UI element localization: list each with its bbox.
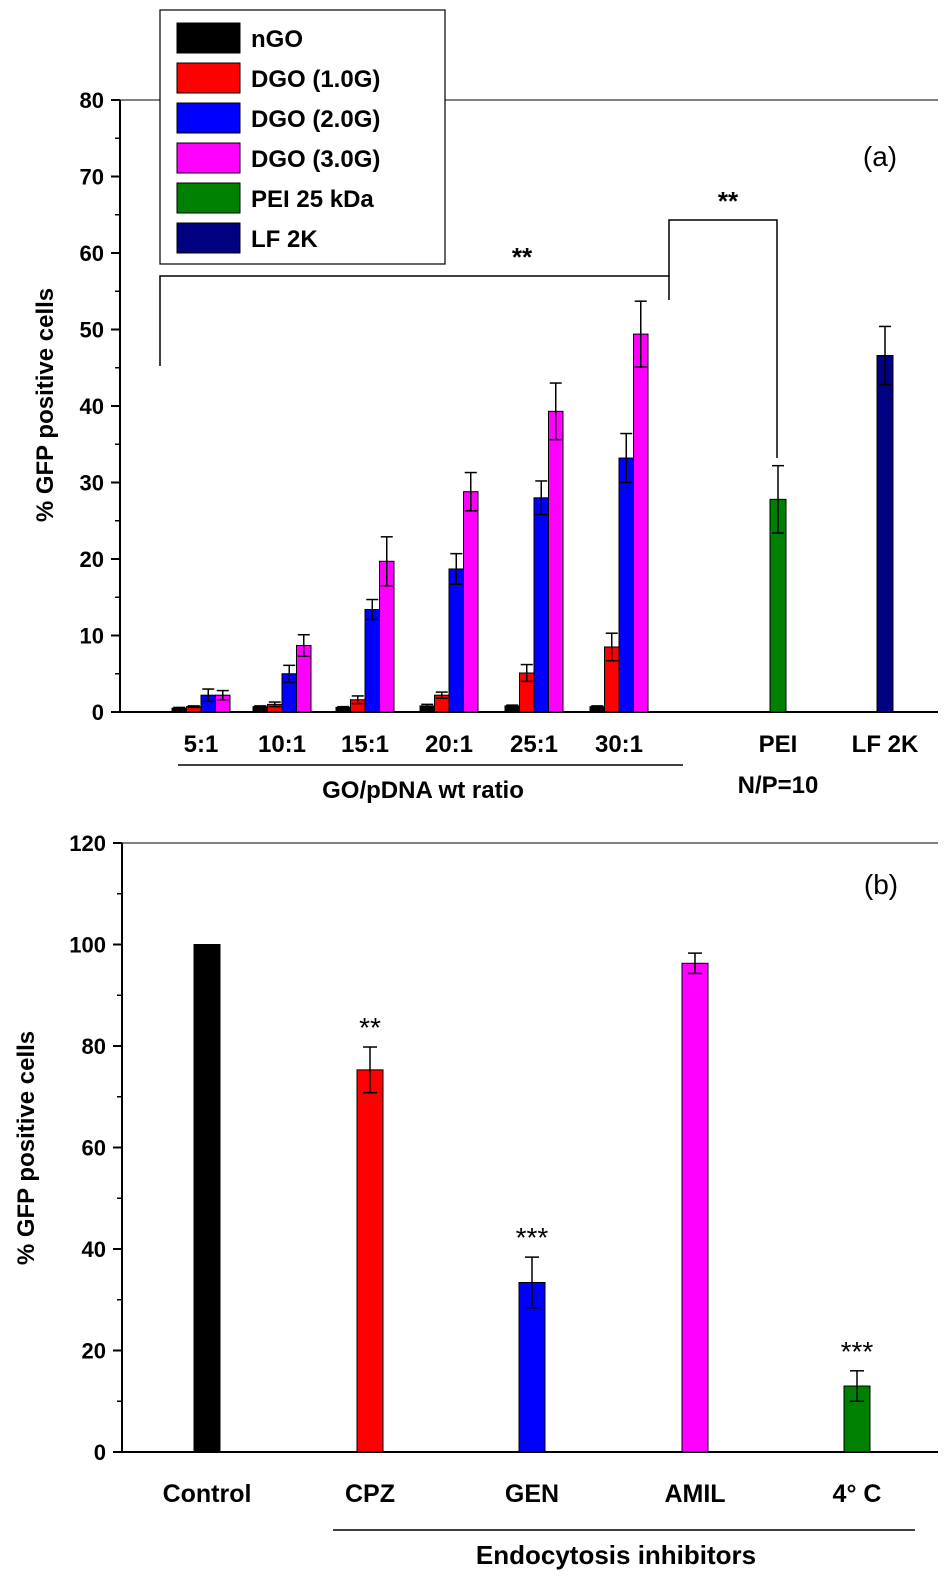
panel-a-bars <box>171 300 894 713</box>
legend-label: DGO (1.0G) <box>251 66 380 93</box>
y-tick-label: 30 <box>80 471 104 496</box>
y-tick-label: 0 <box>94 1440 106 1465</box>
y-tick-label: 60 <box>80 241 104 266</box>
bar <box>681 962 709 1453</box>
y-tick-label: 70 <box>80 165 104 190</box>
legend-swatch <box>176 182 241 214</box>
panel-b-group-axis-label: Endocytosis inhibitors <box>476 1540 756 1570</box>
panel-b-y-ticks: 0 20 40 60 80 100 120 <box>69 831 122 1465</box>
panel-a-y-ticks: 0 10 20 30 40 50 60 70 80 <box>80 88 120 725</box>
bar <box>533 497 549 713</box>
y-tick-label: 20 <box>82 1339 106 1364</box>
significance-marker: ** <box>359 1012 381 1043</box>
x-tick-label: LF 2K <box>852 731 919 758</box>
y-tick-label: 120 <box>69 831 106 856</box>
legend-items: nGO DGO (1.0G) DGO (2.0G) DGO (3.0G) PEI 25 … <box>176 22 380 254</box>
panel-a-significance-1: ** <box>512 242 533 272</box>
y-tick-label: 0 <box>92 700 104 725</box>
panel-a-x-labels: 5:1 10:1 15:1 20:1 25:1 30:1 PEI N/P=10 LF 2K <box>184 731 919 799</box>
y-tick-label: 40 <box>80 394 104 419</box>
panel-a-label: (a) <box>863 141 897 172</box>
legend-label: PEI 25 kDa <box>251 186 374 213</box>
bar <box>356 1069 384 1453</box>
legend-swatch <box>176 102 241 134</box>
y-tick-label: 50 <box>80 318 104 343</box>
legend-label: nGO <box>251 26 303 53</box>
panel-a-significance-bracket-1: ** <box>159 242 670 366</box>
bar <box>463 491 479 713</box>
x-tick-label: 15:1 <box>341 731 389 758</box>
y-tick-label: 80 <box>80 88 104 113</box>
panel-a: (a) 0 10 20 30 40 50 60 70 80 5:1 10:1 15:1 20:1 25:… <box>32 9 938 804</box>
x-tick-label: 10:1 <box>258 731 306 758</box>
legend-label: DGO (2.0G) <box>251 106 380 133</box>
x-tick-label: AMIL <box>664 1480 725 1508</box>
bar <box>518 1281 546 1453</box>
panel-b-y-axis-label: % GFP positive cells <box>13 1031 40 1265</box>
bar <box>876 355 894 713</box>
y-tick-label: 100 <box>69 933 106 958</box>
panel-a-legend: nGO DGO (1.0G) DGO (2.0G) DGO (3.0G) PEI 25 … <box>159 9 446 265</box>
panel-a-significance-bracket-2: ** <box>668 186 778 458</box>
legend-swatch <box>176 62 241 94</box>
panel-b-label: (b) <box>864 869 898 900</box>
y-tick-label: 40 <box>82 1237 106 1262</box>
significance-marker: *** <box>516 1222 549 1253</box>
bar <box>364 608 380 713</box>
y-tick-label: 10 <box>80 624 104 649</box>
x-tick-label: 30:1 <box>595 731 643 758</box>
legend-swatch <box>176 22 241 54</box>
legend-label: DGO (3.0G) <box>251 146 380 173</box>
bar <box>618 457 634 713</box>
bar <box>193 944 221 1453</box>
legend-swatch <box>176 222 241 254</box>
panel-a-group-axis-label: GO/pDNA wt ratio <box>322 777 524 804</box>
panel-a-y-axis-label: % GFP positive cells <box>32 288 59 522</box>
y-tick-label: 80 <box>82 1034 106 1059</box>
bar <box>448 568 464 713</box>
x-tick-label: 5:1 <box>184 731 219 758</box>
legend-swatch <box>176 142 241 174</box>
y-tick-label: 60 <box>82 1136 106 1161</box>
x-tick-label: CPZ <box>345 1480 395 1508</box>
legend-label: LF 2K <box>251 226 318 253</box>
panel-b-bars: ******** <box>193 944 874 1453</box>
x-tick-label: 4° C <box>833 1480 882 1508</box>
panel-b-x-labels: Control CPZ GEN AMIL 4° C <box>163 1480 882 1508</box>
bar <box>633 333 649 713</box>
bar <box>548 410 564 713</box>
x-tick-label: Control <box>163 1480 252 1508</box>
x-tick-label: 25:1 <box>510 731 558 758</box>
significance-marker: *** <box>841 1336 874 1367</box>
x-tick-label: GEN <box>505 1480 559 1508</box>
x-tick-sublabel: N/P=10 <box>738 772 819 799</box>
panel-a-significance-2: ** <box>718 186 739 216</box>
x-tick-label: PEI <box>759 731 798 758</box>
x-tick-label: 20:1 <box>425 731 473 758</box>
y-tick-label: 20 <box>80 547 104 572</box>
